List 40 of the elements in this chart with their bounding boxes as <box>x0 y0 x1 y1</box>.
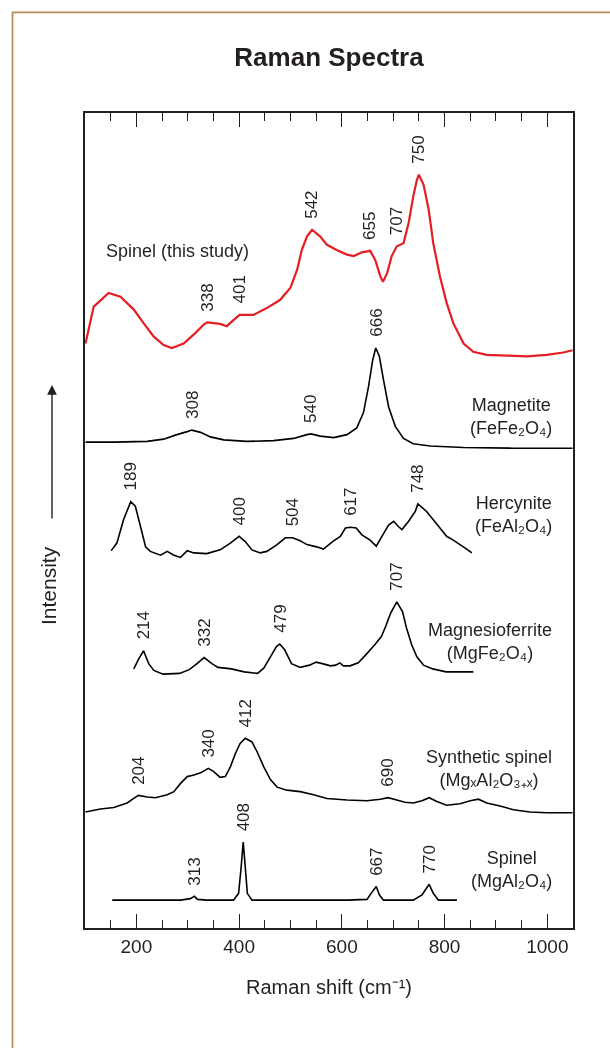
series-label: Synthetic spinel (MgₓAl₂O₃₊ₓ) <box>426 747 553 791</box>
annotation: 655 <box>360 211 380 240</box>
annotation: 400 <box>229 497 249 526</box>
annotation: 313 <box>185 857 205 886</box>
series-label: Magnetite (FeFe₂O₄) <box>470 395 553 439</box>
annotation: 540 <box>301 394 321 423</box>
chart-title: Raman Spectra <box>234 42 425 73</box>
annotation: 308 <box>182 390 202 419</box>
annotation: 690 <box>378 758 398 787</box>
x-tick-label: 800 <box>428 935 461 957</box>
x-tick-label: 600 <box>325 935 358 957</box>
annotation: 707 <box>386 562 406 591</box>
annotation: 189 <box>121 462 141 491</box>
annotation: 408 <box>234 802 254 832</box>
x-axis-title: Raman shift (cm⁻¹) <box>246 975 412 998</box>
annotation: 401 <box>229 275 249 304</box>
annotation: 340 <box>198 729 218 758</box>
annotation: 707 <box>387 206 407 236</box>
y-axis-title: Intensity <box>37 546 60 625</box>
annotation: 667 <box>366 847 386 876</box>
x-tick-label: 200 <box>120 935 153 957</box>
series-label: Spinel (MgAl₂O₄) <box>471 848 553 892</box>
series-label: Hercynite (FeAl₂O₄) <box>475 493 553 537</box>
annotation: 542 <box>302 190 322 219</box>
annotation: 412 <box>236 699 256 728</box>
annotation: 770 <box>419 845 439 874</box>
annotation: 748 <box>407 464 427 493</box>
annotation: 214 <box>133 610 153 640</box>
annotation: 617 <box>341 487 361 516</box>
annotation: 504 <box>282 497 302 527</box>
annotation: 338 <box>197 283 217 312</box>
series-label: Magnesioferrite (MgFe₂O₄) <box>428 620 553 664</box>
annotation: 479 <box>270 604 290 633</box>
annotation: 666 <box>366 308 386 337</box>
x-tick-label: 400 <box>223 935 255 957</box>
annotation: 204 <box>128 756 148 785</box>
x-tick-label: 1000 <box>526 935 569 957</box>
series-label: Spinel (this study) <box>106 241 250 261</box>
annotation: 332 <box>194 618 214 647</box>
annotation: 750 <box>409 135 429 164</box>
